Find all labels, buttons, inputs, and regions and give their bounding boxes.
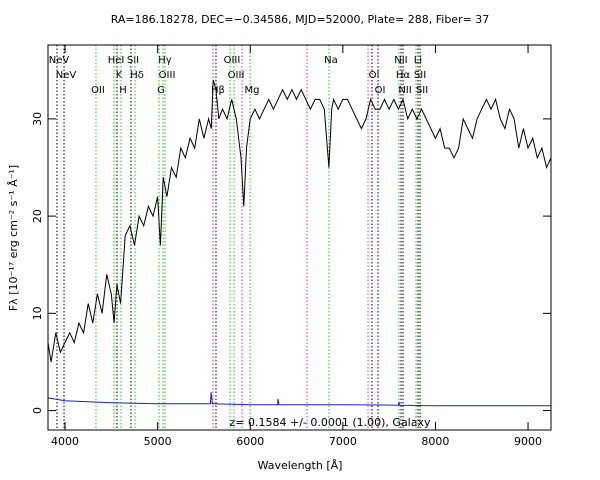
line-label: NII	[398, 85, 411, 96]
line-label: H	[119, 85, 127, 96]
line-label: NeV	[49, 55, 70, 66]
line-label: Mg	[245, 85, 260, 96]
x-axis-label: Wavelength [Å]	[258, 459, 343, 472]
line-label: OI	[375, 85, 386, 96]
line-label: SII	[414, 70, 426, 81]
line-label: Hδ	[130, 70, 144, 81]
line-label: HeI	[108, 55, 125, 66]
y-tick-label: 10	[31, 306, 44, 320]
x-tick-label: 7000	[329, 435, 357, 448]
chart-title: RA=186.18278, DEC=−0.34586, MJD=52000, P…	[111, 13, 490, 26]
line-label: K	[116, 70, 123, 81]
line-label: NeV	[56, 70, 77, 81]
line-label: SII	[416, 85, 428, 96]
line-label: OI	[369, 70, 380, 81]
line-label: Hβ	[211, 85, 225, 96]
x-tick-label: 8000	[421, 435, 449, 448]
y-axis-label: Fλ [10⁻¹⁷ erg cm⁻² s⁻¹ Å⁻¹]	[7, 165, 20, 311]
error-line	[47, 392, 551, 407]
line-label: OIII	[228, 70, 245, 81]
x-tick-label: 5000	[144, 435, 172, 448]
line-label: SII	[127, 55, 139, 66]
line-label: Hα	[396, 70, 411, 81]
y-tick-label: 30	[31, 112, 44, 126]
line-label: Na	[324, 55, 338, 66]
line-label: OII	[91, 85, 105, 96]
line-label: G	[157, 85, 165, 96]
x-tick-label: 6000	[236, 435, 264, 448]
line-label: OIII	[224, 55, 241, 66]
plot-frame	[47, 44, 552, 431]
x-tick-label: 4000	[51, 435, 79, 448]
x-tick-label: 9000	[514, 435, 542, 448]
annotation: z= 0.1584 +/- 0.0001 (1.00), Galaxy	[230, 416, 431, 429]
y-tick-label: 20	[31, 209, 44, 223]
spectrum-line	[47, 79, 552, 362]
line-label: OIII	[159, 70, 176, 81]
y-tick-label: 0	[31, 407, 44, 414]
